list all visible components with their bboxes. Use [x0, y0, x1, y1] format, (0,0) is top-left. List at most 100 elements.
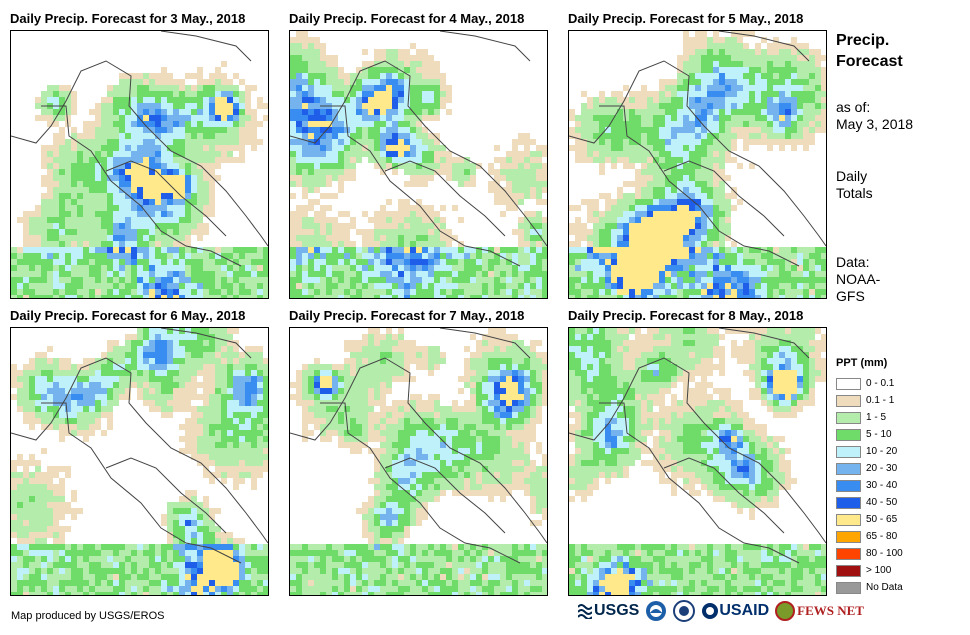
island-outline [718, 328, 810, 359]
usgs-wave-icon [578, 604, 592, 619]
panel-title-4: Daily Precip. Forecast for 6 May., 2018 [10, 308, 246, 323]
totals-line1: Daily [836, 168, 868, 184]
seal-logo-icon [673, 600, 696, 622]
legend-item: 10 - 20 [836, 443, 903, 460]
legend-swatch [836, 411, 861, 424]
as-of-date: May 3, 2018 [836, 116, 914, 132]
precip-map-5 [289, 327, 548, 596]
legend-title: PPT (mm) [836, 357, 888, 369]
precip-raster [11, 31, 268, 298]
legend-swatch [836, 377, 861, 390]
legend-label: No Data [866, 582, 903, 593]
legend-swatch [836, 462, 861, 475]
fewsnet-globe-icon [775, 601, 796, 621]
legend-label: 80 - 100 [866, 548, 903, 559]
island-outline [160, 328, 252, 359]
country-border [599, 402, 800, 564]
precip-raster [290, 328, 547, 595]
country-border [599, 105, 800, 267]
country-border [41, 105, 242, 267]
credit-text: Map produced by USGS/EROS [11, 610, 165, 622]
legend-item: 0.1 - 1 [836, 392, 903, 409]
legend-label: 30 - 40 [866, 480, 898, 491]
precip-raster [11, 328, 268, 595]
coastline [569, 357, 826, 544]
legend-item: > 100 [836, 562, 903, 579]
precip-map-4 [10, 327, 269, 596]
panel-title-6: Daily Precip. Forecast for 8 May., 2018 [568, 308, 804, 323]
fewsnet-logo: FEWS NET [775, 601, 864, 621]
country-border [663, 160, 785, 237]
country-border [320, 402, 521, 564]
as-of-label: as of: [836, 99, 871, 115]
precip-map-3 [568, 30, 827, 299]
agency-logos: USGS USAID FEWS NET [578, 600, 864, 622]
legend-label: > 100 [866, 565, 892, 576]
data-source-block: Data: NOAA- GFS [836, 254, 880, 305]
panel-title-1: Daily Precip. Forecast for 3 May., 2018 [10, 11, 246, 26]
legend-label: 5 - 10 [866, 429, 892, 440]
panel-title-2: Daily Precip. Forecast for 4 May., 2018 [289, 11, 525, 26]
precip-raster [290, 31, 547, 298]
legend-label: 65 - 80 [866, 531, 898, 542]
data-source-line1: Data: [836, 254, 870, 270]
usaid-logo: USAID [701, 602, 769, 620]
legend-item: 20 - 30 [836, 460, 903, 477]
panel-title-5: Daily Precip. Forecast for 7 May., 2018 [289, 308, 525, 323]
legend-item: 50 - 65 [836, 511, 903, 528]
precip-raster [569, 328, 826, 595]
coastline [569, 60, 826, 247]
coastline [290, 357, 547, 544]
legend-swatch [836, 564, 861, 577]
coastline [11, 60, 268, 247]
precip-raster [569, 31, 826, 298]
legend-swatch [836, 445, 861, 458]
country-border [105, 160, 227, 237]
sidebar-title-line2: Forecast [836, 53, 903, 70]
precip-map-2 [289, 30, 548, 299]
legend-swatch [836, 581, 861, 594]
legend-item: 0 - 0.1 [836, 375, 903, 392]
legend-label: 40 - 50 [866, 497, 898, 508]
sidebar-title: Precip. Forecast [836, 30, 903, 72]
panel-title-3: Daily Precip. Forecast for 5 May., 2018 [568, 11, 804, 26]
usaid-seal-icon [702, 603, 719, 619]
legend-swatch [836, 513, 861, 526]
legend-label: 0 - 0.1 [866, 378, 895, 389]
data-source-line2: NOAA- [836, 271, 881, 287]
country-border [384, 160, 506, 237]
legend-swatch [836, 496, 861, 509]
legend-item: 65 - 80 [836, 528, 903, 545]
usgs-logo: USGS [578, 602, 639, 620]
data-source-line3: GFS [836, 288, 865, 304]
precip-map-6 [568, 327, 827, 596]
country-border [663, 457, 785, 534]
coastline [11, 357, 268, 544]
legend-label: 0.1 - 1 [866, 395, 895, 406]
island-outline [439, 328, 531, 359]
country-border [41, 402, 242, 564]
legend-label: 1 - 5 [866, 412, 887, 423]
country-border [105, 457, 227, 534]
sidebar-title-line1: Precip. [836, 32, 890, 49]
noaa-logo-icon [646, 601, 667, 621]
legend-item: 1 - 5 [836, 409, 903, 426]
legend-label: 50 - 65 [866, 514, 898, 525]
legend-item: 5 - 10 [836, 426, 903, 443]
legend-label: 10 - 20 [866, 446, 898, 457]
legend-item: 30 - 40 [836, 477, 903, 494]
legend-item: 40 - 50 [836, 494, 903, 511]
legend: 0 - 0.1 0.1 - 1 1 - 5 5 - 10 10 - 20 20 - 30 3… [836, 375, 903, 596]
island-outline [718, 31, 810, 62]
country-border [384, 457, 506, 534]
totals-block: Daily Totals [836, 168, 873, 202]
legend-swatch [836, 428, 861, 441]
legend-item: 80 - 100 [836, 545, 903, 562]
legend-swatch [836, 547, 861, 560]
coastline [290, 60, 547, 247]
legend-item: No Data [836, 579, 903, 596]
legend-label: 20 - 30 [866, 463, 898, 474]
precip-map-1 [10, 30, 269, 299]
legend-swatch [836, 479, 861, 492]
island-outline [439, 31, 531, 62]
